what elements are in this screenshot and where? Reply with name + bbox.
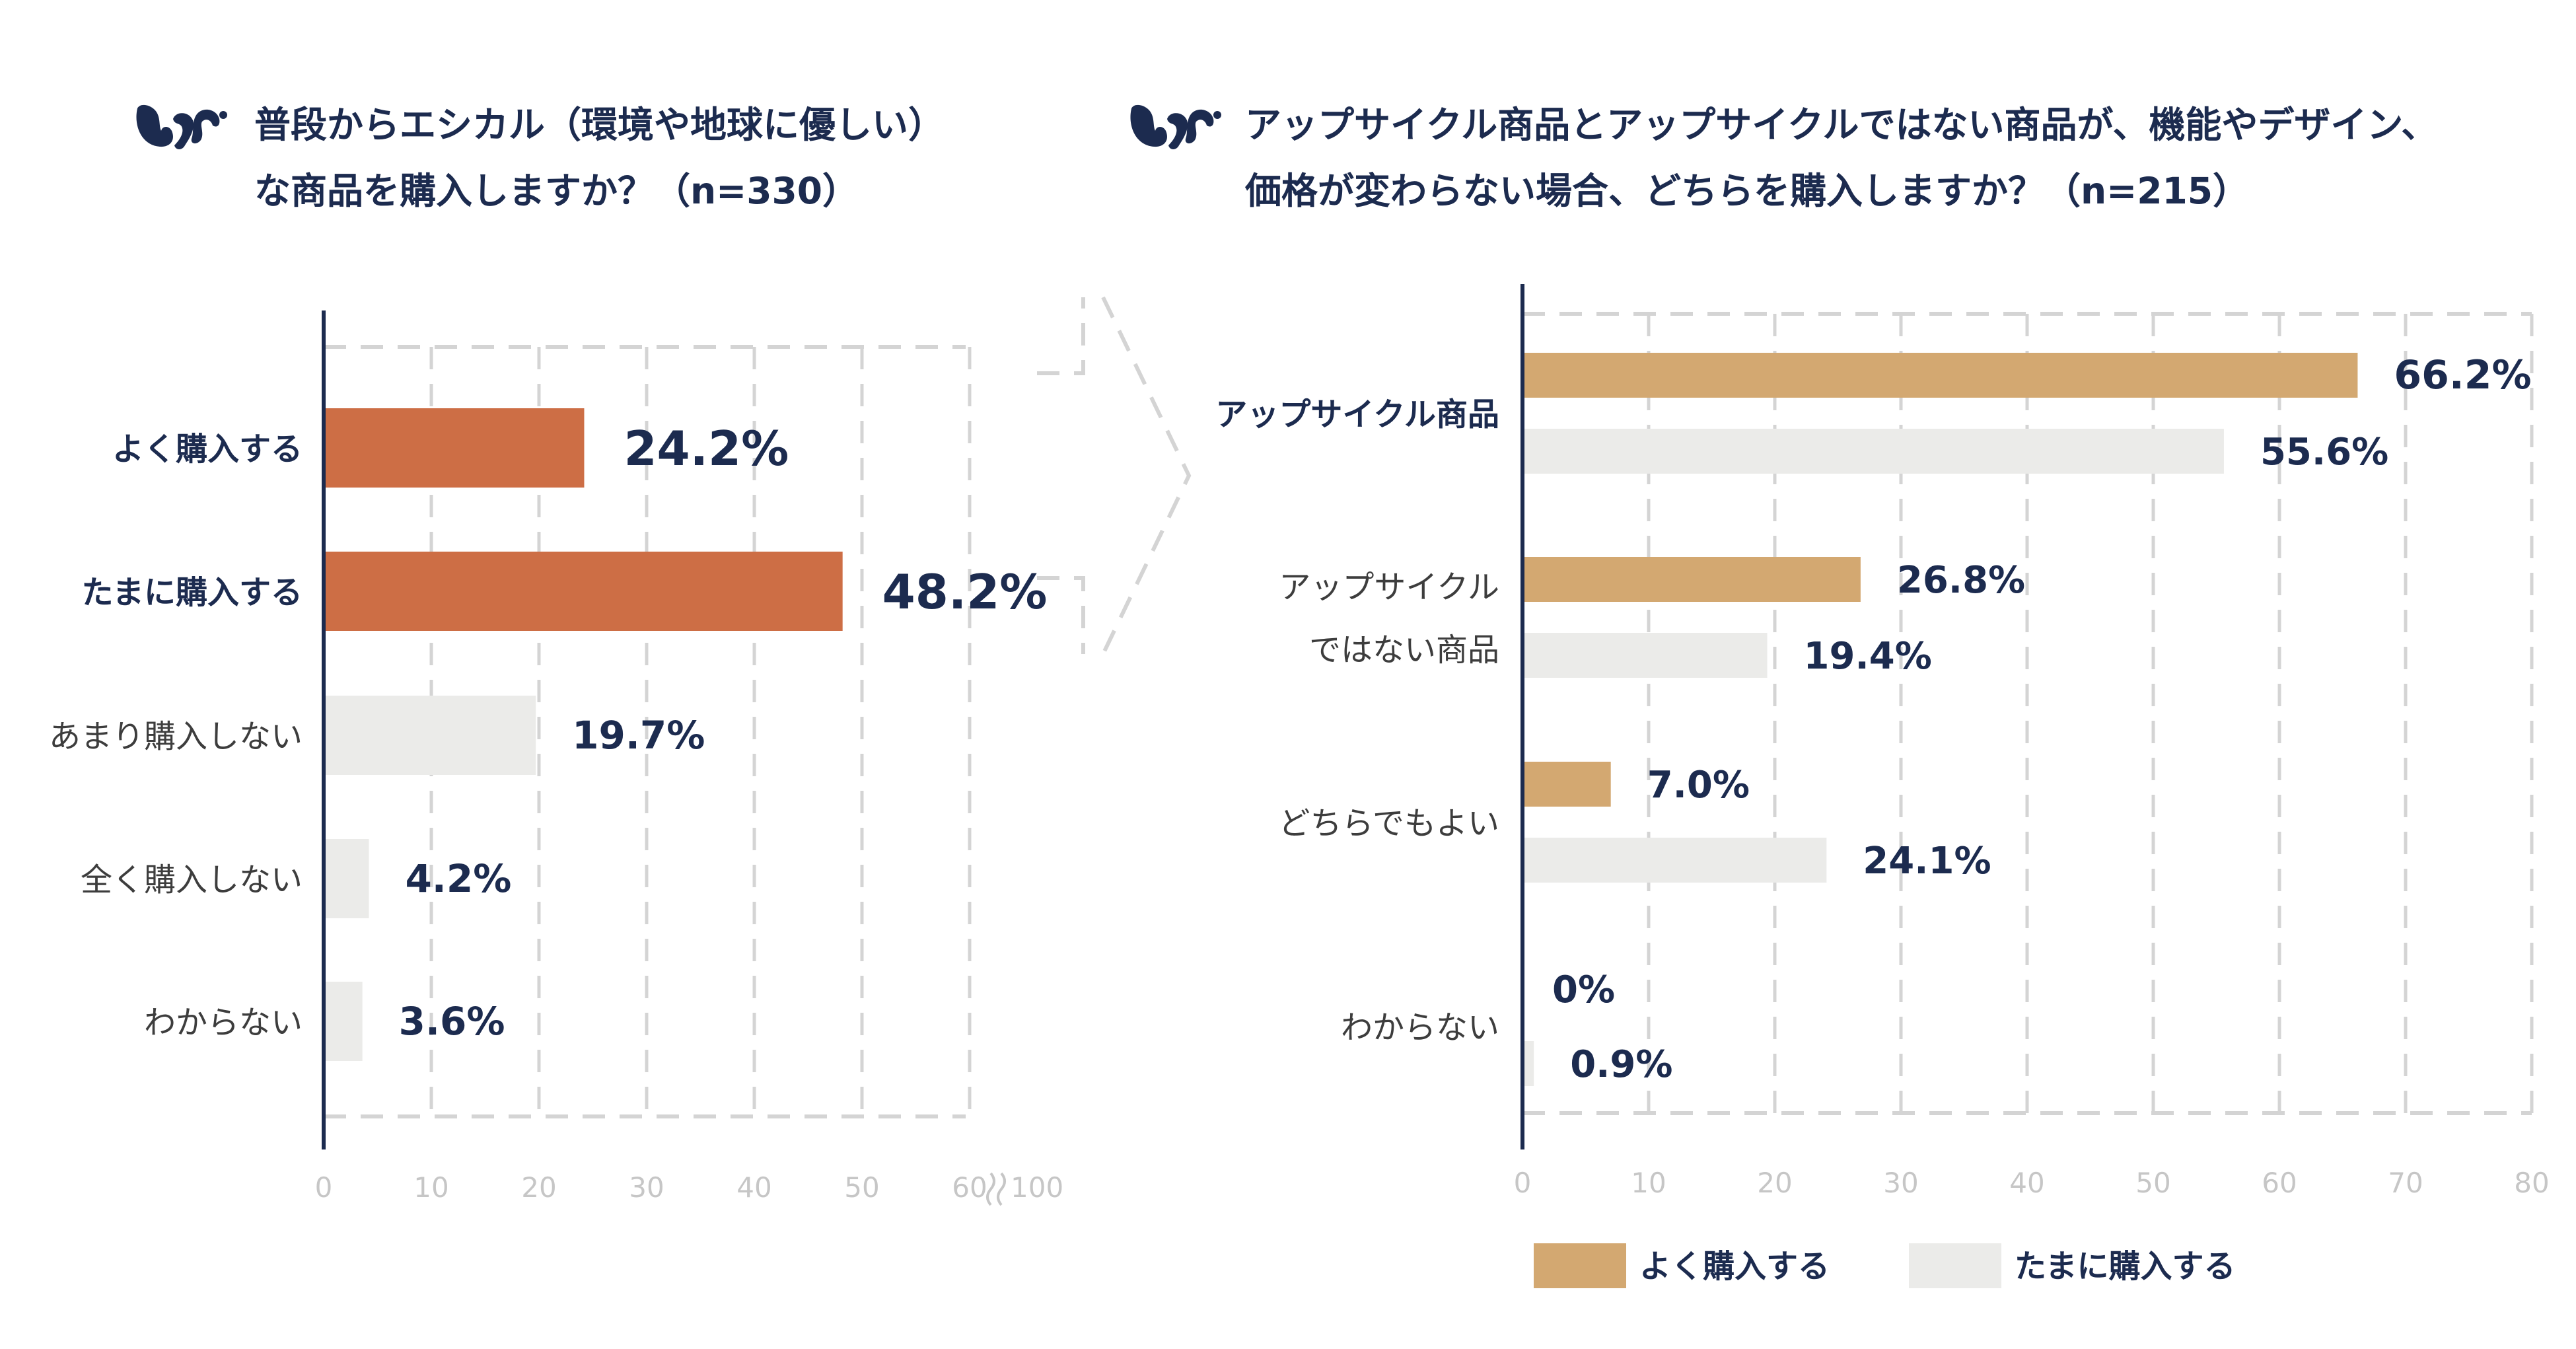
bar-わからない <box>324 982 363 1061</box>
left-bar-chart: 0 10 20 30 40 50 60 100 よく購入する 24.2% たまに購入する 48.2% あ… <box>49 310 1063 1206</box>
squirrel-logo-icon <box>1130 104 1221 149</box>
zoom-connector <box>1037 296 1192 655</box>
legend-label: たまに購入する <box>2015 1248 2236 1285</box>
x-tick-label: 50 <box>2135 1167 2170 1199</box>
x-tick-label: 20 <box>1757 1167 1792 1199</box>
bar-よく購入する <box>1522 557 1861 602</box>
right-bar-chart: 0 10 20 30 40 50 60 70 80 66.2%55.6% アップサイクル商品 26.8… <box>1215 284 2550 1199</box>
data-label: 3.6% <box>399 999 505 1044</box>
connector-bracket-top <box>1037 297 1085 375</box>
data-label: 24.2% <box>624 421 789 476</box>
category-label: どちらでもよい <box>1278 805 1499 842</box>
x-tick-label: 10 <box>413 1171 448 1204</box>
bar-よく購入する <box>324 408 585 488</box>
legend-label: よく購入する <box>1639 1248 1830 1285</box>
category-label: アップサイクル商品 <box>1215 396 1499 433</box>
bar-よく購入する <box>1522 353 2358 398</box>
x-tick-label: 60 <box>952 1171 987 1204</box>
chart-legend: よく購入する たまに購入する <box>1534 1243 2236 1288</box>
x-tick-label: 60 <box>2262 1167 2297 1199</box>
right-chart-title-line1: アップサイクル商品とアップサイクルではない商品が、機能やデザイン、 <box>1245 104 2438 146</box>
x-tick-label: 30 <box>629 1171 664 1204</box>
left-chart-title-line2: な商品を購入しますか？（n=330） <box>254 170 859 212</box>
bar-たまに購入する <box>1522 838 1827 883</box>
bar-たまに購入する <box>324 552 843 631</box>
category-label: よく購入する <box>112 431 303 468</box>
category-label: たまに購入する <box>81 574 303 611</box>
bar-たまに購入する <box>1522 1041 1534 1086</box>
data-label: 19.7% <box>572 713 705 758</box>
x-tick-label: 0 <box>315 1171 333 1204</box>
connector-bracket-bottom <box>1037 576 1085 654</box>
x-tick-label: 30 <box>1883 1167 1918 1199</box>
x-tick-label: 10 <box>1631 1167 1666 1199</box>
data-label: 4.2% <box>405 856 511 901</box>
right-chart-title-line2: 価格が変わらない場合、どちらを購入しますか？（n=215） <box>1245 170 2250 212</box>
category-label: 全く購入しない <box>81 861 303 898</box>
legend-swatch <box>1909 1243 2001 1288</box>
bar-あまり購入しない <box>324 696 536 775</box>
x-tick-label: 0 <box>1514 1167 1532 1199</box>
data-label: 24.1% <box>1863 840 1991 883</box>
data-label: 55.6% <box>2260 431 2388 474</box>
bar-全く購入しない <box>324 839 369 918</box>
data-label: 19.4% <box>1804 635 1932 678</box>
data-label: 48.2% <box>882 564 1048 620</box>
category-label: わからない <box>1341 1009 1499 1046</box>
squirrel-logo-icon <box>136 104 227 149</box>
connector-arrow <box>1101 296 1192 655</box>
data-label: 7.0% <box>1647 764 1750 807</box>
left-chart-title-line1: 普段からエシカル（環境や地球に優しい） <box>254 104 945 146</box>
bar-たまに購入する <box>1522 429 2224 474</box>
category-label: あまり購入しない <box>49 718 303 755</box>
x-tick-label: 70 <box>2388 1167 2423 1199</box>
x-tick-label: 20 <box>521 1171 556 1204</box>
data-label: 26.8% <box>1897 559 2025 602</box>
data-label: 0% <box>1552 968 1615 1011</box>
category-label: アップサイクル <box>1279 569 1499 606</box>
category-label: ではない商品 <box>1309 632 1499 669</box>
x-tick-label: 50 <box>844 1171 879 1204</box>
legend-swatch <box>1534 1243 1626 1288</box>
bar-よく購入する <box>1522 762 1611 807</box>
data-label: 0.9% <box>1570 1043 1672 1086</box>
bar-たまに購入する <box>1522 633 1768 678</box>
category-label: わからない <box>144 1004 303 1041</box>
x-tick-label: 40 <box>736 1171 771 1204</box>
x-tick-label-100: 100 <box>1011 1171 1063 1204</box>
axis-break-icon <box>986 1172 1006 1206</box>
data-label: 66.2% <box>2394 352 2531 398</box>
x-tick-label: 40 <box>2009 1167 2044 1199</box>
x-tick-label: 80 <box>2514 1167 2549 1199</box>
